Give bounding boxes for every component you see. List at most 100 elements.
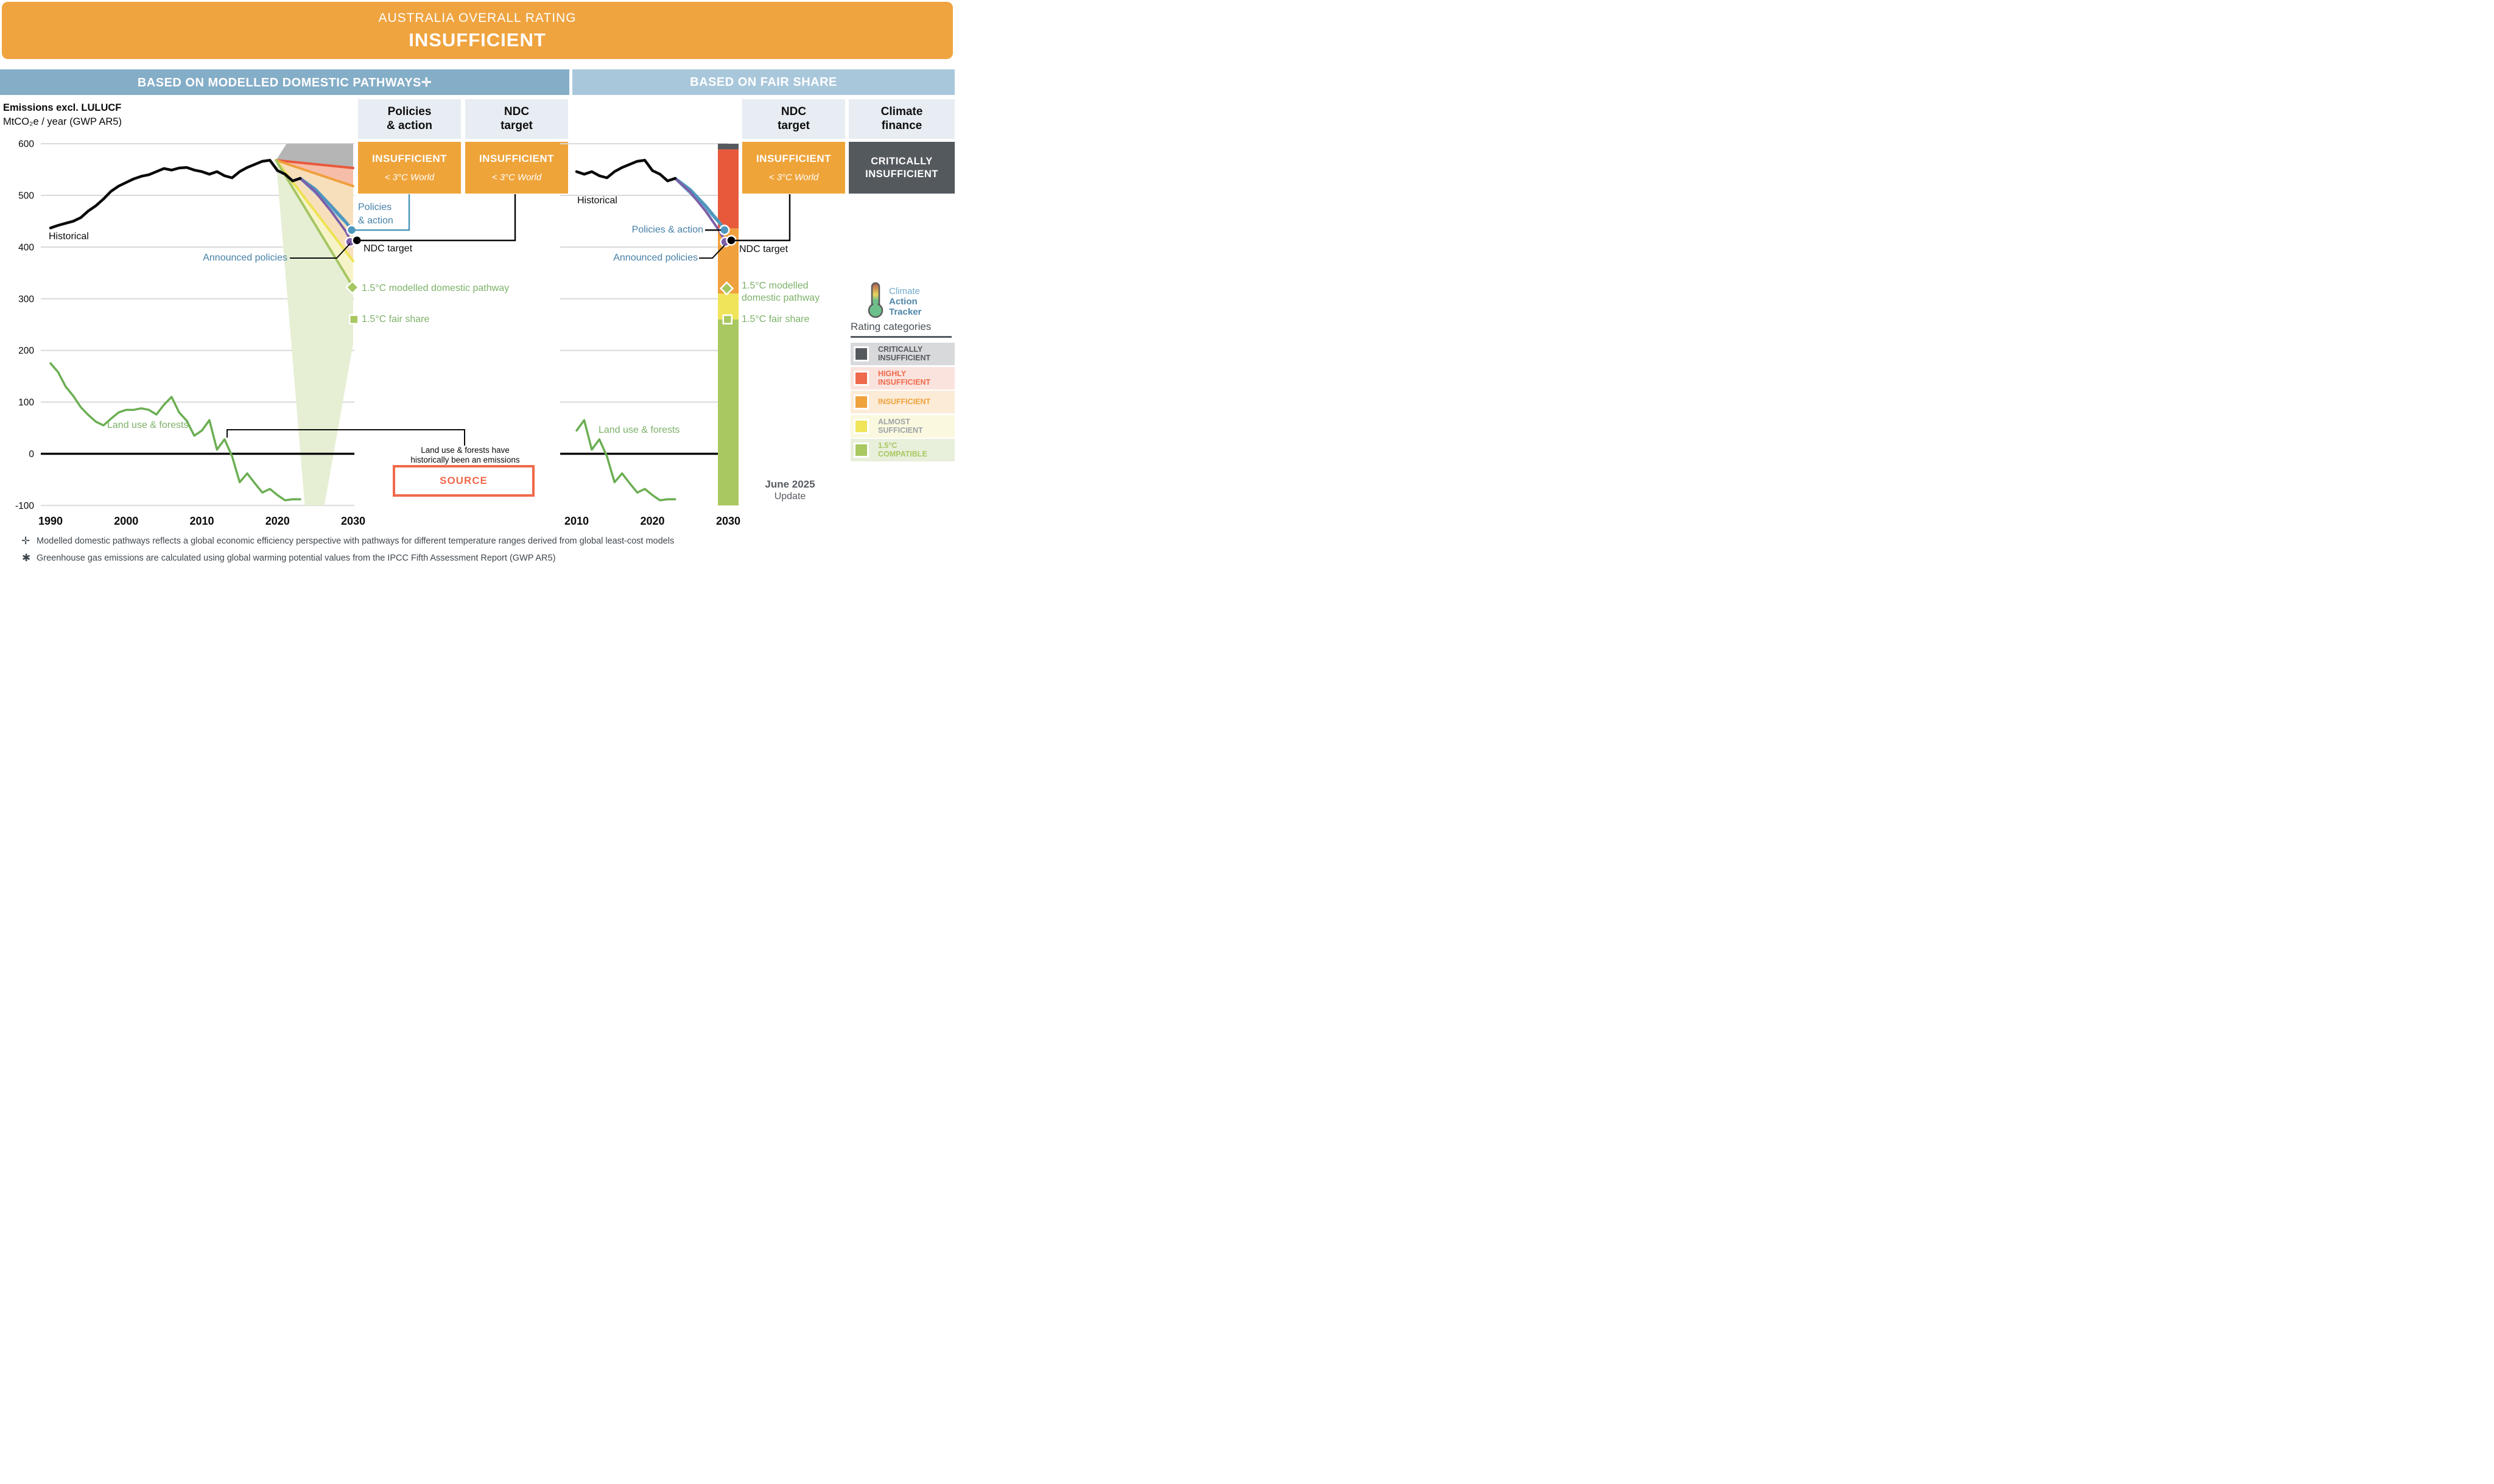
label-policies-line1-left: Policies <box>358 202 392 212</box>
series-policies-action <box>298 177 354 231</box>
label-ndc-target-right: NDC target <box>739 244 789 254</box>
y-tick-600: 600 <box>18 139 34 150</box>
x-tick-2030: 2030 <box>341 515 365 527</box>
series-land-use-forests <box>575 419 676 502</box>
x-tick-2010: 2010 <box>564 515 589 527</box>
x-tick-2010: 2010 <box>189 515 214 527</box>
connector-land-use-note <box>227 429 465 446</box>
connector-ndc-target-right <box>735 194 791 242</box>
legend-item-highly: HIGHLY INSUFFICIENT <box>851 366 955 390</box>
label-historical-left: Historical <box>49 231 89 242</box>
series-insufficient-edge <box>275 159 354 187</box>
box-policies-action-title: Policies & action <box>358 99 461 139</box>
footnote-1-symbol: ✛ <box>21 535 30 547</box>
label-land-use-left: Land use & forests <box>107 420 189 430</box>
series-highly-insufficient-edge <box>275 159 354 170</box>
x-tick-2030: 2030 <box>716 515 740 527</box>
update-date: June 2025 <box>765 478 815 490</box>
x-tick-1990: 1990 <box>38 515 63 527</box>
marker-modelled-15C-pathway-2030 <box>719 281 734 296</box>
label-announced-policies-left: Announced policies <box>203 253 287 263</box>
series-announced-policies <box>299 177 353 242</box>
label-modelled-pathway-right-line1: 1.5°C modelled <box>742 281 809 291</box>
logo-word-tracker: Tracker <box>889 307 922 317</box>
x-tick-2020: 2020 <box>265 515 290 527</box>
box-ndc-target-right-title: NDC target <box>742 99 845 139</box>
y-tick-100: 100 <box>18 397 34 408</box>
legend-item-almost: ALMOST SUFFICIENT <box>851 415 955 438</box>
connector-announced-right <box>699 245 725 259</box>
overall-rating-banner: AUSTRALIA OVERALL RATING INSUFFICIENT <box>2 2 953 59</box>
y-axis-caption-line2: MtCO₂e / year (GWP AR5) <box>3 116 122 127</box>
label-fair-share-left: 1.5°C fair share <box>362 314 430 324</box>
climate-action-tracker-logo[interactable] <box>868 281 947 319</box>
legend-title: Rating categories <box>851 321 932 332</box>
legend-item-1-5-c: 1.5°C COMPATIBLE <box>851 439 955 461</box>
logo-word-action: Action <box>889 296 918 307</box>
marker-policies-action-2030 <box>719 225 730 236</box>
banner-country-label: AUSTRALIA OVERALL RATING <box>378 11 577 25</box>
y-tick-300: 300 <box>18 294 34 304</box>
label-fair-share-right: 1.5°C fair share <box>742 314 810 324</box>
band-fair-share-range <box>276 160 353 506</box>
source-button[interactable]: SOURCE <box>393 465 535 497</box>
legend-label: HIGHLY INSUFFICIENT <box>878 369 931 387</box>
land-use-note-line2: historically been an emissions <box>410 455 520 464</box>
legend-label: 1.5°C COMPATIBLE <box>878 441 927 458</box>
update-word: Update <box>774 491 806 502</box>
footnote-2-symbol: ✱ <box>22 552 31 564</box>
y-axis-caption-line1: Emissions excl. LULUCF <box>3 102 122 113</box>
connector-announced-left <box>290 243 351 259</box>
legend-swatch <box>854 370 869 386</box>
footnote-1-text: Modelled domestic pathways reflects a gl… <box>37 536 675 546</box>
legend-swatch <box>854 346 869 362</box>
connector-ndc-target-left <box>357 194 516 242</box>
charts-svg: 1990 2000 2010 2020 2030 600 500 400 300 200 100 0 -… <box>15 139 791 527</box>
legend-item-insufficient: INSUFFICIENT <box>851 391 955 413</box>
series-historical <box>49 159 302 229</box>
box-climate-finance-title: Climate finance <box>849 99 955 139</box>
box-ndc-target-left-title: NDC target <box>465 99 568 139</box>
footnote-2-text: Greenhouse gas emissions are calculated … <box>37 553 556 563</box>
y-tick-0: 0 <box>29 449 34 460</box>
legend-swatch <box>854 418 869 434</box>
label-policies-action-right: Policies & action <box>631 225 703 235</box>
x-tick-2020: 2020 <box>640 515 664 527</box>
y-tick-400: 400 <box>18 242 34 253</box>
marker-fair-share-2030 <box>722 314 733 325</box>
legend-swatch <box>854 443 869 458</box>
legend-item-critically: CRITICALLY INSUFFICIENT <box>851 343 955 365</box>
land-use-note-line1: Land use & forests have <box>421 446 510 455</box>
rating-ndc-target-right: INSUFFICIENT < 3°C World <box>742 142 845 194</box>
climate-action-tracker-widget: AUSTRALIA OVERALL RATING INSUFFICIENT BA… <box>0 0 955 568</box>
rating-climate-finance: CRITICALLY INSUFFICIENT <box>849 142 955 194</box>
y-tick-500: 500 <box>18 191 34 201</box>
bar-critically-insufficient <box>718 144 739 150</box>
label-announced-policies-right: Announced policies <box>613 253 698 263</box>
series-historical <box>575 159 677 183</box>
label-ndc-target-left: NDC target <box>364 243 413 254</box>
banner-overall-rating: INSUFFICIENT <box>409 29 546 51</box>
y-tick-200: 200 <box>18 346 34 356</box>
rating-policies-action: INSUFFICIENT < 3°C World <box>358 142 461 194</box>
legend-swatch <box>854 394 869 410</box>
legend-divider <box>851 336 952 338</box>
legend-label: ALMOST SUFFICIENT <box>878 417 923 435</box>
label-historical-right: Historical <box>577 195 617 206</box>
series-policies-action <box>673 177 726 231</box>
series-modelled-15C-pathway <box>275 159 354 287</box>
label-modelled-pathway-left: 1.5°C modelled domestic pathway <box>362 283 510 293</box>
connector-policies-action-left <box>353 194 410 231</box>
panel-header-modelled-domestic: BASED ON MODELLED DOMESTIC PATHWAYS✛ <box>0 69 569 95</box>
label-land-use-right: Land use & forests <box>599 425 680 435</box>
y-tick--100: -100 <box>15 501 34 511</box>
marker-modelled-15C-pathway-2030 <box>345 280 360 295</box>
series-land-use-forests <box>49 362 301 502</box>
panel-header-fair-share: BASED ON FAIR SHARE <box>572 69 955 95</box>
bar-15C-compatible <box>718 319 739 506</box>
logo-word-climate: Climate <box>889 286 920 296</box>
label-modelled-pathway-right-line2: domestic pathway <box>742 293 820 303</box>
legend-label: CRITICALLY INSUFFICIENT <box>878 345 931 362</box>
thermometer-icon <box>868 282 883 318</box>
rating-ndc-target-left: INSUFFICIENT < 3°C World <box>465 142 568 194</box>
